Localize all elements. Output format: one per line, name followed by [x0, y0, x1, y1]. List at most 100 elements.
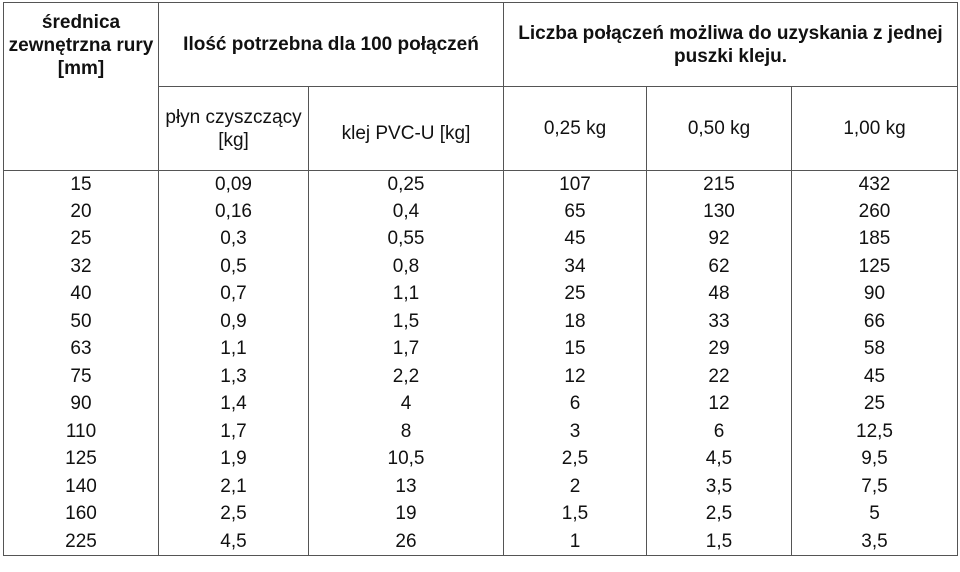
table-row: 50 0,9 1,5 18 33 66	[3, 308, 958, 336]
glue-consumption-table: średnica zewnętrzna rury [mm] Ilość potr…	[3, 2, 958, 556]
joints-050-cell: 92	[646, 225, 792, 253]
glue-cell: 10,5	[308, 445, 504, 473]
glue-cell: 4	[308, 390, 504, 418]
table-row: 15 0,09 0,25 107 215 432	[3, 170, 958, 198]
joints-100-cell: 9,5	[791, 445, 958, 473]
table-row: 63 1,1 1,7 15 29 58	[3, 335, 958, 363]
glue-cell: 0,8	[308, 253, 504, 281]
glue-cell: 0,25	[308, 170, 504, 198]
joints-025-cell: 107	[503, 170, 647, 198]
joints-050-cell: 2,5	[646, 500, 792, 528]
joints-025-cell: 18	[503, 308, 647, 336]
cleaner-cell: 0,09	[158, 170, 309, 198]
joints-100-cell: 185	[791, 225, 958, 253]
header-row: średnica zewnętrzna rury [mm] Ilość potr…	[3, 2, 958, 171]
cleaner-cell: 2,5	[158, 500, 309, 528]
pvc-glue-subheader: klej PVC-U [kg]	[308, 86, 504, 171]
cleaner-cell: 0,5	[158, 253, 309, 281]
glue-cell: 1,5	[308, 308, 504, 336]
glue-cell: 26	[308, 528, 504, 556]
joints-100-cell: 432	[791, 170, 958, 198]
joints-050-cell: 12	[646, 390, 792, 418]
diameter-cell: 25	[3, 225, 159, 253]
table-row: 25 0,3 0,55 45 92 185	[3, 225, 958, 253]
diameter-cell: 75	[3, 363, 159, 391]
joints-100-cell: 45	[791, 363, 958, 391]
cleaner-cell: 0,16	[158, 198, 309, 226]
table-row: 40 0,7 1,1 25 48 90	[3, 280, 958, 308]
joints-025-cell: 25	[503, 280, 647, 308]
table-row: 75 1,3 2,2 12 22 45	[3, 363, 958, 391]
table-row: 160 2,5 19 1,5 2,5 5	[3, 500, 958, 528]
diameter-cell: 110	[3, 418, 159, 446]
amount-per-100-joints-header: Ilość potrzebna dla 100 połączeń	[158, 2, 504, 87]
joints-100-cell: 3,5	[791, 528, 958, 556]
joints-050-cell: 1,5	[646, 528, 792, 556]
glue-cell: 1,7	[308, 335, 504, 363]
joints-025-cell: 34	[503, 253, 647, 281]
joints-100-cell: 5	[791, 500, 958, 528]
joints-025-cell: 12	[503, 363, 647, 391]
table-row: 225 4,5 26 1 1,5 3,5	[3, 528, 958, 556]
can-100-subheader: 1,00 kg	[791, 86, 958, 171]
joints-050-cell: 4,5	[646, 445, 792, 473]
joints-100-cell: 260	[791, 198, 958, 226]
diameter-cell: 50	[3, 308, 159, 336]
diameter-cell: 90	[3, 390, 159, 418]
diameter-cell: 20	[3, 198, 159, 226]
table-row: 125 1,9 10,5 2,5 4,5 9,5	[3, 445, 958, 473]
joints-100-cell: 66	[791, 308, 958, 336]
cleaner-cell: 1,3	[158, 363, 309, 391]
diameter-cell: 63	[3, 335, 159, 363]
cleaner-cell: 0,3	[158, 225, 309, 253]
table-row: 140 2,1 13 2 3,5 7,5	[3, 473, 958, 501]
joints-100-cell: 25	[791, 390, 958, 418]
can-050-subheader: 0,50 kg	[646, 86, 792, 171]
diameter-cell: 125	[3, 445, 159, 473]
cleaner-cell: 2,1	[158, 473, 309, 501]
table-row: 32 0,5 0,8 34 62 125	[3, 253, 958, 281]
joints-050-cell: 6	[646, 418, 792, 446]
cleaner-cell: 0,7	[158, 280, 309, 308]
joints-050-cell: 33	[646, 308, 792, 336]
diameter-cell: 40	[3, 280, 159, 308]
cleaner-cell: 1,4	[158, 390, 309, 418]
table-row: 20 0,16 0,4 65 130 260	[3, 198, 958, 226]
cleaner-cell: 0,9	[158, 308, 309, 336]
cleaner-cell: 1,9	[158, 445, 309, 473]
joints-050-cell: 215	[646, 170, 792, 198]
joints-100-cell: 58	[791, 335, 958, 363]
joints-050-cell: 22	[646, 363, 792, 391]
glue-cell: 13	[308, 473, 504, 501]
joints-per-can-header: Liczba połączeń możliwa do uzyskania z j…	[503, 2, 958, 87]
glue-cell: 0,4	[308, 198, 504, 226]
joints-025-cell: 1,5	[503, 500, 647, 528]
glue-cell: 19	[308, 500, 504, 528]
table-row: 110 1,7 8 3 6 12,5	[3, 418, 958, 446]
cleaner-cell: 1,7	[158, 418, 309, 446]
joints-025-cell: 2	[503, 473, 647, 501]
joints-100-cell: 90	[791, 280, 958, 308]
subheader-row: płyn czyszczący [kg] klej PVC-U [kg] 0,2…	[4, 86, 958, 171]
joints-025-cell: 65	[503, 198, 647, 226]
table-body: 15 0,09 0,25 107 215 432 20 0,16 0,4 65 130 260 25 0,…	[3, 170, 958, 556]
glue-cell: 2,2	[308, 363, 504, 391]
diameter-cell: 160	[3, 500, 159, 528]
cleaner-cell: 1,1	[158, 335, 309, 363]
joints-025-cell: 1	[503, 528, 647, 556]
diameter-cell: 15	[3, 170, 159, 198]
joints-050-cell: 130	[646, 198, 792, 226]
can-025-subheader: 0,25 kg	[503, 86, 647, 171]
joints-050-cell: 3,5	[646, 473, 792, 501]
joints-025-cell: 6	[503, 390, 647, 418]
joints-025-cell: 45	[503, 225, 647, 253]
diameter-cell: 32	[3, 253, 159, 281]
diameter-cell: 140	[3, 473, 159, 501]
glue-cell: 8	[308, 418, 504, 446]
joints-025-cell: 2,5	[503, 445, 647, 473]
cleaner-cell: 4,5	[158, 528, 309, 556]
glue-cell: 0,55	[308, 225, 504, 253]
joints-050-cell: 29	[646, 335, 792, 363]
table-row: 90 1,4 4 6 12 25	[3, 390, 958, 418]
cleaner-subheader: płyn czyszczący [kg]	[158, 86, 309, 171]
